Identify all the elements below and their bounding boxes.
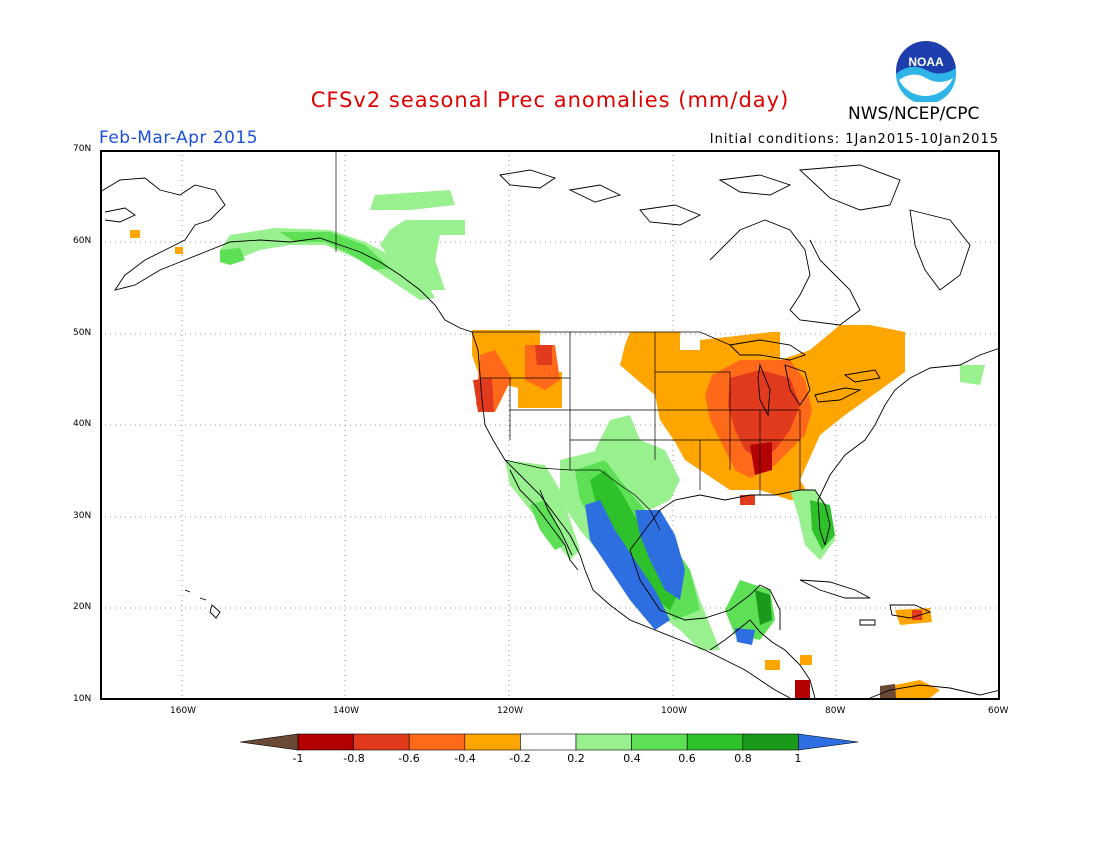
lat-label: 10N bbox=[73, 694, 92, 704]
legend-label: 0.4 bbox=[623, 752, 641, 765]
lon-label: 160W bbox=[170, 706, 197, 716]
lon-label: 100W bbox=[661, 706, 688, 716]
agency-label: NWS/NCEP/CPC bbox=[848, 104, 980, 124]
lat-label: 40N bbox=[73, 419, 92, 429]
legend-swatch bbox=[240, 733, 299, 751]
map-title: CFSv2 seasonal Prec anomalies (mm/day) bbox=[310, 88, 790, 112]
lat-label: 50N bbox=[73, 328, 92, 338]
legend-label: 0.2 bbox=[567, 752, 585, 765]
legend-label: -0.4 bbox=[454, 752, 476, 765]
lon-label: 120W bbox=[497, 706, 524, 716]
legend-swatch bbox=[742, 733, 799, 751]
legend-swatch bbox=[520, 733, 577, 751]
legend-swatch bbox=[297, 733, 354, 751]
legend-swatch bbox=[686, 733, 744, 751]
lat-label: 20N bbox=[73, 602, 92, 612]
legend-swatch bbox=[464, 733, 521, 751]
noaa-logo: NOAA bbox=[896, 41, 956, 102]
legend-label: 0.6 bbox=[678, 752, 696, 765]
political-borders bbox=[335, 150, 801, 531]
lat-label: 60N bbox=[73, 236, 92, 246]
lat-label: 30N bbox=[73, 511, 92, 521]
initial-conditions: Initial conditions: 1Jan2015-10Jan2015 bbox=[709, 132, 999, 147]
legend-swatch bbox=[631, 733, 688, 751]
legend-label: -0.2 bbox=[509, 752, 531, 765]
anomaly-shading bbox=[130, 190, 985, 698]
graticule bbox=[100, 150, 1000, 700]
map-frame bbox=[100, 150, 1000, 700]
forecast-period: Feb-Mar-Apr 2015 bbox=[99, 128, 259, 148]
color-legend bbox=[240, 733, 859, 751]
legend-label: 1 bbox=[794, 752, 802, 765]
lat-label: 70N bbox=[73, 144, 92, 154]
legend-swatch bbox=[408, 733, 466, 751]
precip-anomaly-map bbox=[100, 150, 1000, 700]
legend-label: -1 bbox=[292, 752, 304, 765]
lon-label: 140W bbox=[333, 706, 360, 716]
coastlines bbox=[100, 164, 1000, 699]
lon-label: 60W bbox=[988, 706, 1009, 716]
legend-swatch bbox=[575, 733, 632, 751]
legend-swatch bbox=[798, 733, 859, 751]
noaa-logo-text: NOAA bbox=[908, 55, 944, 69]
legend-label: -0.6 bbox=[398, 752, 420, 765]
legend-label: -0.8 bbox=[343, 752, 365, 765]
legend-swatch bbox=[353, 733, 410, 751]
legend-label: 0.8 bbox=[734, 752, 752, 765]
lon-label: 80W bbox=[825, 706, 846, 716]
